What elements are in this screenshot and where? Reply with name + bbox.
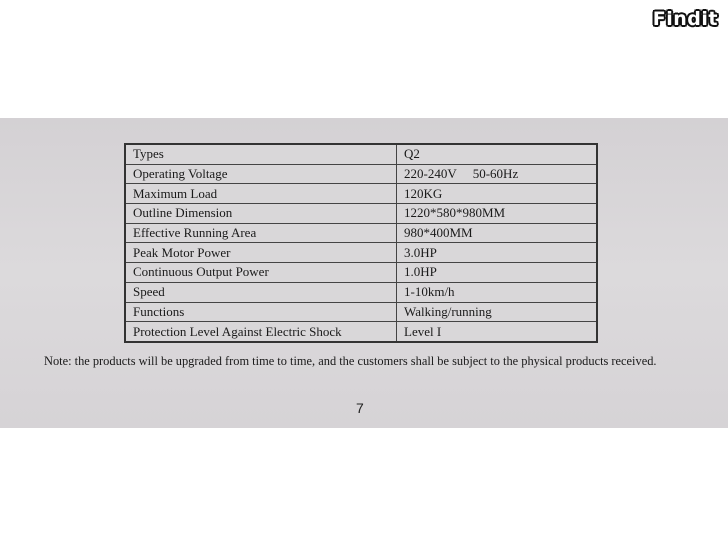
table-row: Types Q2 [124,143,598,165]
spec-value: Walking/running [396,301,598,323]
findit-logo: Findit [652,8,718,30]
spec-label: Continuous Output Power [124,262,397,283]
spec-value: 3.0HP [396,242,598,264]
spec-value: Q2 [396,143,598,165]
page-number: 7 [356,400,364,416]
spec-label: Speed [124,281,397,303]
document-photo: Types Q2 Operating Voltage 220-240V 50-60Hz… [0,118,728,428]
spec-value: 980*400MM [396,222,598,244]
spec-value: 220-240V 50-60Hz [396,163,598,185]
table-row: Functions Walking/running [124,301,598,323]
spec-label: Maximum Load [124,183,397,205]
note-text: Note: the products will be upgraded from… [44,354,657,368]
table-row: Maximum Load 120KG [124,183,598,205]
spec-value: Level I [396,321,598,343]
spec-value: 120KG [396,183,598,205]
spec-table: Types Q2 Operating Voltage 220-240V 50-60Hz… [124,143,598,343]
spec-label: Operating Voltage [124,163,397,185]
spec-label: Outline Dimension [124,203,397,224]
table-row: Speed 1-10km/h [124,281,598,303]
spec-value: 1.0HP [396,262,598,283]
table-row: Operating Voltage 220-240V 50-60Hz [124,163,598,185]
table-row: Outline Dimension 1220*580*980MM [124,203,598,224]
spec-label: Effective Running Area [124,222,397,244]
table-row: Protection Level Against Electric Shock L… [124,321,598,343]
table-row: Continuous Output Power 1.0HP [124,262,598,283]
spec-label: Functions [124,301,397,323]
spec-value: 1-10km/h [396,281,598,303]
spec-label: Types [124,143,397,165]
table-row: Effective Running Area 980*400MM [124,222,598,244]
spec-value: 1220*580*980MM [396,203,598,224]
spec-label: Peak Motor Power [124,242,397,264]
spec-label: Protection Level Against Electric Shock [124,321,397,343]
table-row: Peak Motor Power 3.0HP [124,242,598,264]
